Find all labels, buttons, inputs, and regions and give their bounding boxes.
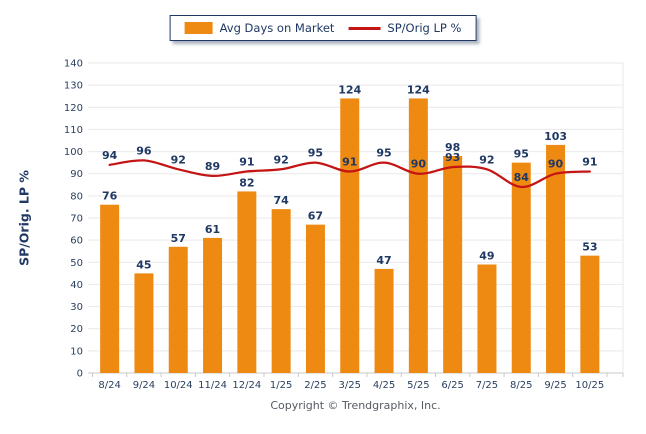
x-tick-label: 10/25	[575, 380, 604, 391]
bar	[100, 204, 120, 373]
y-tick-label: 70	[70, 214, 83, 225]
y-tick-label: 110	[64, 125, 83, 136]
bar-value-label: 124	[338, 83, 361, 96]
line-value-label: 92	[273, 153, 288, 166]
y-tick-label: 140	[64, 59, 83, 70]
x-tick-label: 8/25	[510, 380, 532, 391]
bar	[237, 191, 257, 373]
x-tick-label: 12/24	[232, 380, 261, 391]
x-tick-label: 9/24	[133, 380, 155, 391]
copyright-text: Copyright © Trendgraphix, Inc.	[270, 399, 441, 412]
bar	[134, 273, 154, 373]
x-tick-label: 1/25	[270, 380, 292, 391]
y-tick-label: 20	[70, 324, 83, 335]
bar-swatch-icon	[184, 22, 213, 34]
bar	[374, 268, 394, 373]
bar-value-label: 53	[582, 241, 597, 254]
line-value-label: 94	[102, 149, 118, 162]
y-tick-label: 10	[70, 346, 83, 357]
y-tick-label: 130	[64, 81, 83, 92]
legend-item-line: SP/Orig LP %	[348, 21, 461, 35]
y-tick-label: 60	[70, 236, 83, 247]
bar	[305, 224, 325, 373]
line-value-label: 95	[308, 147, 323, 160]
bar-value-label: 45	[136, 258, 151, 271]
chart-legend: Avg Days on Market SP/Orig LP %	[169, 15, 477, 41]
x-tick-label: 5/25	[407, 380, 429, 391]
legend-bar-label: Avg Days on Market	[219, 21, 335, 35]
bar	[408, 98, 428, 373]
bar-value-label: 47	[376, 254, 391, 267]
x-tick-label: 7/25	[476, 380, 498, 391]
x-tick-label: 4/25	[373, 380, 395, 391]
bar	[580, 255, 600, 373]
y-tick-label: 120	[64, 103, 83, 114]
y-axis-title: SP/Orig. LP %	[16, 170, 32, 266]
bar-value-label: 82	[239, 176, 254, 189]
bar	[340, 98, 360, 373]
bar-value-label: 49	[479, 250, 494, 263]
legend-item-bar: Avg Days on Market	[184, 21, 335, 35]
x-tick-label: 3/25	[339, 380, 361, 391]
bar-value-label: 95	[514, 148, 529, 161]
line-value-label: 91	[239, 156, 254, 169]
legend-line-label: SP/Orig LP %	[387, 21, 462, 35]
bar-value-label: 67	[308, 210, 323, 223]
line-value-label: 96	[136, 144, 152, 157]
bar	[546, 144, 566, 373]
line-value-label: 93	[445, 151, 460, 164]
bar	[271, 209, 291, 373]
y-tick-label: 0	[77, 369, 83, 380]
bar	[511, 162, 531, 373]
bar-value-label: 57	[171, 232, 186, 245]
line-value-label: 84	[514, 171, 530, 184]
line-value-label: 95	[376, 147, 391, 160]
bar	[203, 237, 223, 373]
bar-value-label: 98	[445, 141, 460, 154]
bar	[443, 156, 463, 373]
line-value-label: 91	[342, 156, 357, 169]
line-series-path	[108, 159, 591, 189]
bar-value-label: 124	[407, 83, 430, 96]
y-tick-label: 30	[70, 302, 83, 313]
bar	[168, 246, 188, 373]
x-tick-label: 11/24	[198, 380, 227, 391]
bar-value-label: 76	[102, 190, 118, 203]
y-tick-label: 50	[70, 258, 83, 269]
bar-value-label: 61	[205, 223, 220, 236]
x-tick-label: 2/25	[304, 380, 326, 391]
line-value-label: 89	[205, 160, 220, 173]
bar-value-label: 74	[273, 194, 289, 207]
line-value-label: 90	[548, 158, 564, 171]
bar-value-label: 103	[544, 130, 567, 143]
line-value-label: 92	[479, 153, 494, 166]
x-tick-label: 9/25	[544, 380, 566, 391]
y-tick-label: 80	[70, 191, 83, 202]
y-tick-label: 90	[70, 169, 83, 180]
line-swatch-icon	[348, 26, 381, 30]
line-value-label: 91	[582, 156, 597, 169]
x-tick-label: 6/25	[441, 380, 463, 391]
y-tick-label: 100	[64, 147, 83, 158]
x-tick-label: 8/24	[98, 380, 120, 391]
y-tick-label: 40	[70, 280, 83, 291]
line-value-label: 90	[411, 158, 427, 171]
bar	[477, 264, 497, 373]
x-tick-label: 10/24	[164, 380, 193, 391]
line-value-label: 92	[171, 153, 186, 166]
